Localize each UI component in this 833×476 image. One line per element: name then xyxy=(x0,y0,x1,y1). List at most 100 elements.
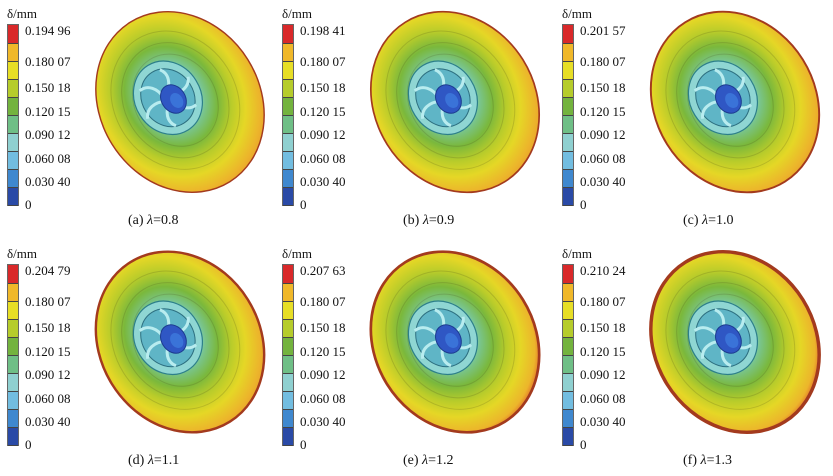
legend-tick-label: 0.090 12 xyxy=(580,367,626,382)
caption-value: =0.8 xyxy=(153,213,179,228)
caption-lambda: λ xyxy=(147,453,154,468)
legend-tick-label: 0.180 07 xyxy=(300,294,346,309)
legend-swatch xyxy=(563,169,573,188)
legend-tick-label: 0.060 08 xyxy=(300,151,346,166)
legend-swatch xyxy=(563,79,573,98)
legend-tick-label: 0.090 12 xyxy=(580,127,626,142)
legend-swatch xyxy=(8,319,18,338)
legend-swatch xyxy=(563,115,573,134)
legend-swatch xyxy=(563,391,573,410)
legend-swatch xyxy=(8,151,18,170)
legend-swatch xyxy=(283,187,293,206)
legend-swatch xyxy=(283,391,293,410)
legend-swatch xyxy=(8,133,18,152)
panel-c: δ/mm 0.201 57 0.180 07 0.150 18 0.120 15 0.09… xyxy=(555,0,825,235)
legend-tick-label: 0.090 12 xyxy=(25,367,71,382)
legend-tick-label: 0.060 08 xyxy=(580,151,626,166)
impeller-deformation-render xyxy=(649,249,821,435)
impeller-disk xyxy=(649,10,821,194)
legend-swatch xyxy=(563,97,573,116)
legend-tick-label: 0 xyxy=(25,437,32,452)
caption-value: =1.2 xyxy=(428,453,454,468)
caption-prefix: (d) xyxy=(128,453,148,468)
legend-swatch xyxy=(8,283,18,302)
legend-tick-label: 0.150 18 xyxy=(580,80,626,95)
legend-tick-label: 0.120 15 xyxy=(25,104,71,119)
caption-value: =1.0 xyxy=(708,213,734,228)
color-legend: 0.210 24 0.180 07 0.150 18 0.120 15 0.090 12… xyxy=(562,263,672,451)
legend-swatch xyxy=(8,337,18,356)
legend-tick-label: 0 xyxy=(25,197,32,212)
legend-swatch xyxy=(563,427,573,446)
caption-lambda: λ xyxy=(702,213,709,228)
unit-label: δ/mm xyxy=(7,246,37,261)
legend-swatch xyxy=(8,391,18,410)
legend-tick-label: 0 xyxy=(580,437,587,452)
caption-value: =1.1 xyxy=(153,453,180,468)
legend-tick-label: 0.120 15 xyxy=(580,344,626,359)
legend-tick-label: 0.060 08 xyxy=(300,391,346,406)
legend-color-bar xyxy=(7,24,19,206)
legend-swatch xyxy=(563,151,573,170)
panel-a: δ/mm 0.194 96 0.180 07 0.150 18 0.120 15 0.09… xyxy=(0,0,270,235)
legend-color-bar xyxy=(282,264,294,446)
legend-swatch xyxy=(283,409,293,428)
legend-tick-label: 0.120 15 xyxy=(300,104,346,119)
legend-tick-label: 0.150 18 xyxy=(300,320,346,335)
caption-value: =0.9 xyxy=(428,213,455,228)
legend-swatch xyxy=(563,43,573,62)
caption-value: =1.3 xyxy=(706,453,732,468)
legend-swatch xyxy=(563,133,573,152)
impeller-disk xyxy=(369,10,541,194)
legend-swatch xyxy=(283,151,293,170)
legend-tick-label: 0.210 24 xyxy=(580,263,626,278)
legend-swatch xyxy=(563,319,573,338)
legend-tick-label: 0.030 40 xyxy=(580,174,626,189)
legend-tick-label: 0.030 40 xyxy=(580,414,626,429)
legend-swatch xyxy=(283,79,293,98)
legend-swatch xyxy=(563,373,573,392)
unit-label: δ/mm xyxy=(7,6,37,21)
legend-swatch xyxy=(283,355,293,374)
legend-color-bar xyxy=(7,264,19,446)
legend-swatch xyxy=(8,97,18,116)
caption-lambda: λ xyxy=(422,453,429,468)
legend-swatch xyxy=(563,355,573,374)
legend-swatch xyxy=(8,61,18,80)
legend-swatch xyxy=(8,169,18,188)
legend-swatch xyxy=(283,43,293,62)
legend-swatch xyxy=(283,319,293,338)
legend-tick-label: 0.150 18 xyxy=(25,320,71,335)
legend-swatch xyxy=(8,187,18,206)
caption-prefix: (b) xyxy=(403,213,423,228)
legend-swatch xyxy=(8,43,18,62)
legend-swatch xyxy=(283,115,293,134)
legend-swatch xyxy=(563,301,573,320)
caption-lambda: λ xyxy=(147,213,154,228)
legend-tick-label: 0 xyxy=(580,197,587,212)
legend-tick-label: 0.030 40 xyxy=(25,174,71,189)
legend-swatch xyxy=(8,301,18,320)
legend-swatch xyxy=(563,409,573,428)
panel-caption: (d) λ=1.1 xyxy=(128,453,179,469)
legend-color-bar xyxy=(562,24,574,206)
legend-swatch xyxy=(283,61,293,80)
legend-tick-label: 0.180 07 xyxy=(25,54,71,69)
legend-color-bar xyxy=(562,264,574,446)
legend-tick-label: 0.180 07 xyxy=(580,54,626,69)
legend-swatch xyxy=(8,355,18,374)
legend-tick-label: 0.060 08 xyxy=(25,391,71,406)
legend-swatch xyxy=(283,373,293,392)
legend-tick-label: 0.201 57 xyxy=(580,23,626,38)
legend-color-bar xyxy=(282,24,294,206)
unit-label: δ/mm xyxy=(282,6,312,21)
unit-label: δ/mm xyxy=(282,246,312,261)
legend-tick-label: 0.207 63 xyxy=(300,263,346,278)
legend-swatch xyxy=(8,25,18,44)
legend-swatch xyxy=(283,337,293,356)
legend-swatch xyxy=(283,283,293,302)
impeller-disk xyxy=(369,250,541,434)
legend-tick-label: 0 xyxy=(300,197,307,212)
caption-lambda: λ xyxy=(700,453,707,468)
